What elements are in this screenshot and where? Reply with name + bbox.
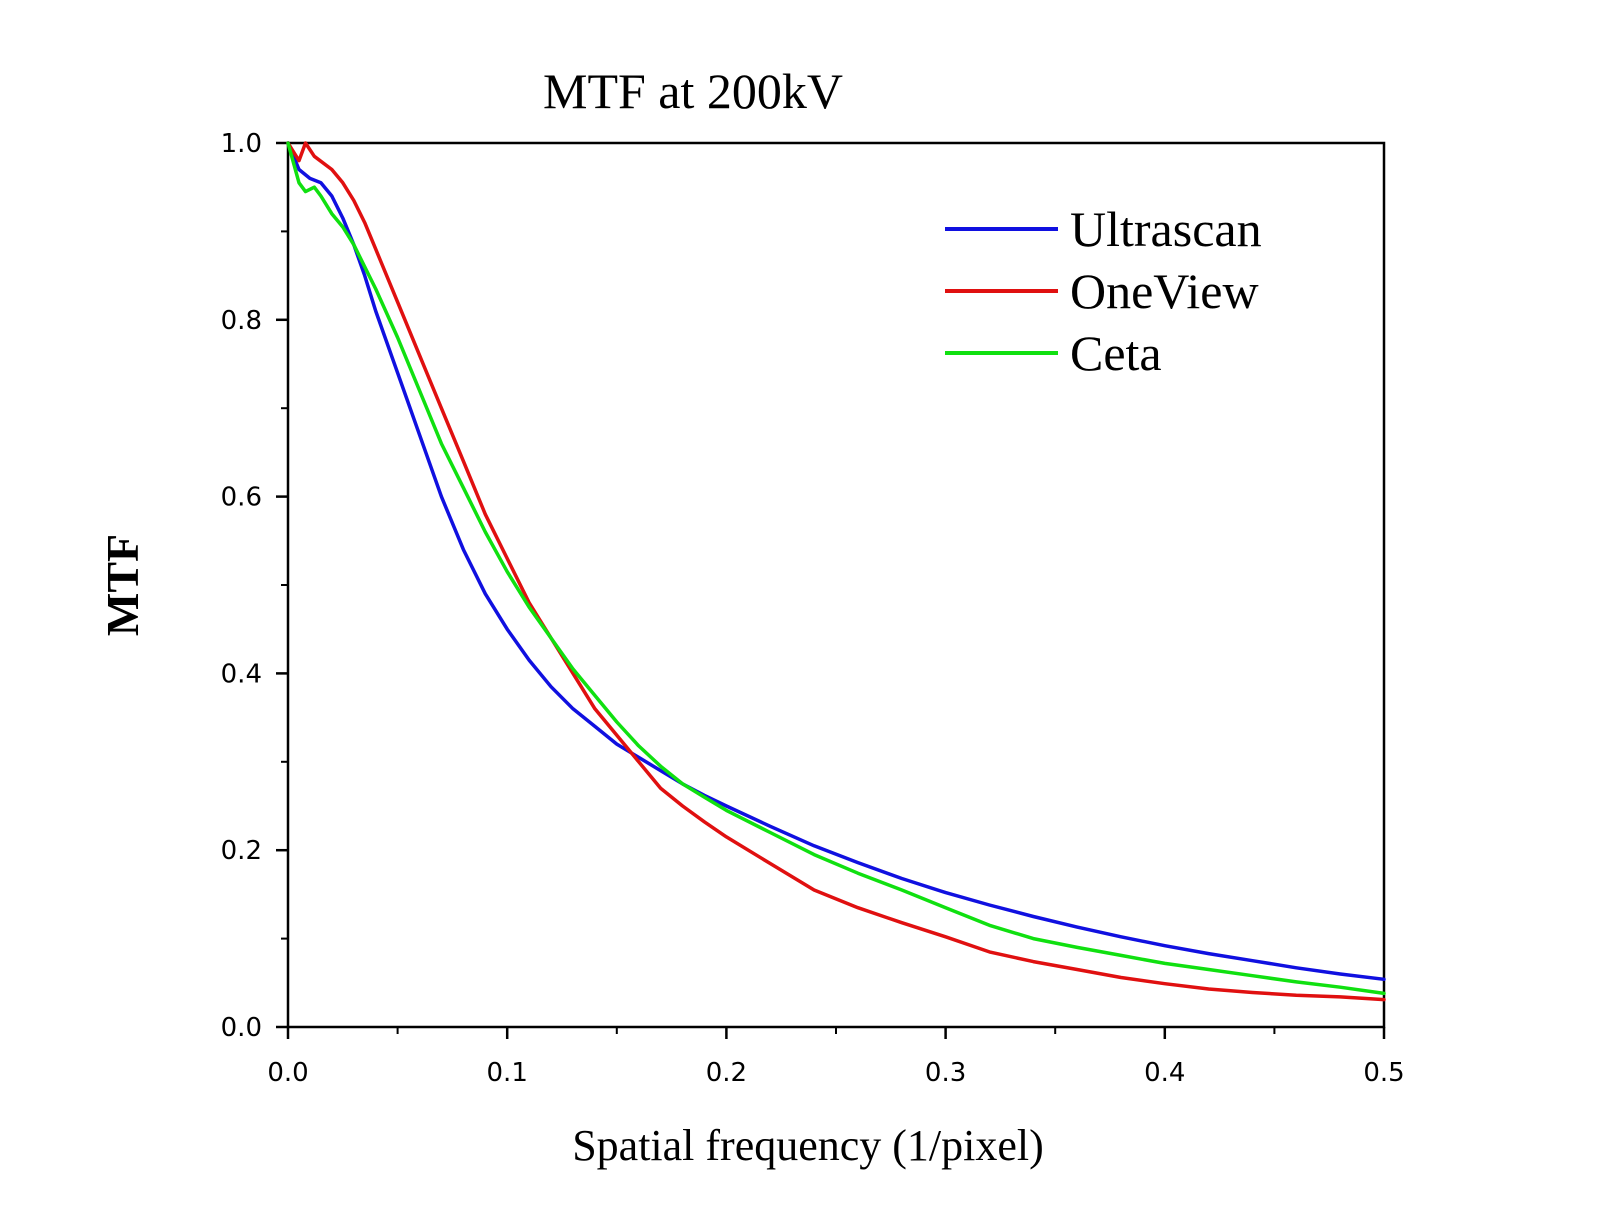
axis-ticks: 0.0 0.1 0.2 0.3 0.4 0.5 0.0 0.2 0.4 0.6 0.8 1.0 — [221, 129, 1405, 1088]
legend-label-oneview: OneView — [1070, 263, 1259, 319]
legend-label-ultrascan: Ultrascan — [1070, 201, 1262, 257]
x-tick-label: 0.0 — [267, 1058, 308, 1088]
series-line-ceta — [286, 141, 1386, 996]
x-tick-label: 0.1 — [487, 1058, 528, 1088]
y-axis-label: MTF — [97, 534, 148, 636]
y-tick-label: 0.6 — [221, 483, 262, 513]
legend-label-ceta: Ceta — [1070, 325, 1162, 381]
x-tick-label: 0.4 — [1144, 1058, 1185, 1088]
series-lines — [286, 141, 1386, 1002]
y-tick-label: 1.0 — [221, 129, 262, 159]
x-tick-label: 0.5 — [1363, 1058, 1404, 1088]
legend: Ultrascan OneView Ceta — [945, 201, 1262, 381]
y-tick-label: 0.4 — [221, 659, 262, 689]
x-tick-label: 0.2 — [706, 1058, 747, 1088]
y-tick-label: 0.0 — [221, 1013, 262, 1043]
x-axis-label: Spatial frequency (1/pixel) — [572, 1121, 1044, 1170]
series-line-oneview — [286, 141, 1386, 1002]
y-tick-label: 0.2 — [221, 836, 262, 866]
y-tick-label: 0.8 — [221, 306, 262, 336]
x-tick-label: 0.3 — [925, 1058, 966, 1088]
chart-title: MTF at 200kV — [543, 63, 843, 119]
